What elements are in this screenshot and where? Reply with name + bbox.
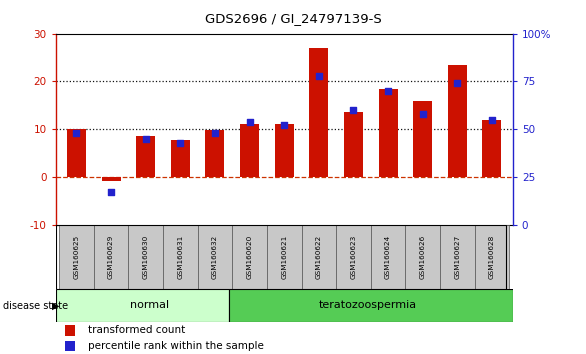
Text: normal: normal bbox=[130, 300, 169, 310]
Bar bbox=[136, 136, 155, 177]
Text: GSM160623: GSM160623 bbox=[350, 235, 356, 279]
Point bbox=[210, 130, 220, 136]
Bar bbox=[229, 289, 513, 322]
Bar bbox=[101, 177, 121, 181]
Bar bbox=[240, 124, 259, 177]
Bar bbox=[475, 225, 509, 289]
Bar bbox=[267, 225, 302, 289]
Text: ▶: ▶ bbox=[52, 301, 59, 310]
Point bbox=[176, 140, 185, 145]
Point bbox=[418, 111, 427, 117]
Point bbox=[383, 88, 393, 94]
Text: GDS2696 / GI_24797139-S: GDS2696 / GI_24797139-S bbox=[205, 12, 381, 25]
Text: teratozoospermia: teratozoospermia bbox=[318, 300, 417, 310]
Bar bbox=[65, 325, 75, 336]
Point bbox=[245, 119, 254, 124]
Point bbox=[107, 189, 116, 195]
Bar bbox=[171, 140, 190, 177]
Point bbox=[314, 73, 323, 79]
Bar bbox=[406, 225, 440, 289]
Text: disease state: disease state bbox=[3, 301, 68, 310]
Bar bbox=[67, 129, 86, 177]
Bar bbox=[206, 130, 224, 177]
Bar bbox=[371, 225, 406, 289]
Bar bbox=[128, 225, 163, 289]
Bar bbox=[59, 225, 94, 289]
Bar bbox=[197, 225, 232, 289]
Text: GSM160621: GSM160621 bbox=[281, 235, 287, 279]
Text: GSM160626: GSM160626 bbox=[420, 235, 425, 279]
Point bbox=[488, 117, 497, 122]
Text: percentile rank within the sample: percentile rank within the sample bbox=[88, 341, 264, 351]
Bar bbox=[413, 101, 432, 177]
Text: GSM160632: GSM160632 bbox=[212, 235, 218, 279]
Point bbox=[452, 80, 462, 86]
Point bbox=[280, 122, 289, 128]
Bar bbox=[379, 88, 398, 177]
Point bbox=[141, 136, 151, 142]
Text: GSM160631: GSM160631 bbox=[178, 235, 183, 279]
Bar bbox=[94, 225, 128, 289]
Point bbox=[349, 107, 358, 113]
Bar bbox=[302, 225, 336, 289]
Point bbox=[71, 130, 81, 136]
Bar bbox=[56, 289, 229, 322]
Text: GSM160627: GSM160627 bbox=[454, 235, 461, 279]
Bar bbox=[65, 341, 75, 351]
Text: GSM160624: GSM160624 bbox=[385, 235, 391, 279]
Text: GSM160620: GSM160620 bbox=[247, 235, 253, 279]
Bar bbox=[163, 225, 197, 289]
Bar bbox=[309, 48, 328, 177]
Bar bbox=[448, 65, 467, 177]
Bar bbox=[275, 124, 294, 177]
Bar bbox=[440, 225, 475, 289]
Bar bbox=[232, 225, 267, 289]
Bar bbox=[344, 113, 363, 177]
Text: GSM160622: GSM160622 bbox=[316, 235, 322, 279]
Bar bbox=[482, 120, 502, 177]
Text: GSM160630: GSM160630 bbox=[143, 235, 149, 279]
Text: GSM160628: GSM160628 bbox=[489, 235, 495, 279]
Text: transformed count: transformed count bbox=[88, 325, 185, 336]
Text: GSM160625: GSM160625 bbox=[73, 235, 80, 279]
Text: GSM160629: GSM160629 bbox=[108, 235, 114, 279]
Bar bbox=[336, 225, 371, 289]
